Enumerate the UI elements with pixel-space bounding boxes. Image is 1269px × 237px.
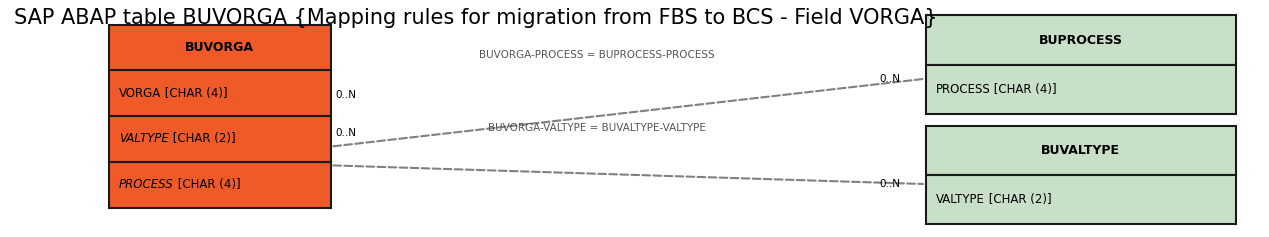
FancyBboxPatch shape [109,70,331,116]
Text: BUVALTYPE: BUVALTYPE [1042,144,1121,157]
FancyBboxPatch shape [109,25,331,70]
Text: VORGA: VORGA [119,87,161,100]
Text: 0..N: 0..N [336,128,357,137]
Text: BUPROCESS: BUPROCESS [1039,34,1123,46]
Text: 0..N: 0..N [879,74,901,84]
Text: SAP ABAP table BUVORGA {Mapping rules for migration from FBS to BCS - Field VORG: SAP ABAP table BUVORGA {Mapping rules fo… [14,9,938,28]
FancyBboxPatch shape [925,15,1236,65]
Text: 0..N: 0..N [336,90,357,100]
Text: VALTYPE: VALTYPE [935,193,985,206]
Text: [CHAR (2)]: [CHAR (2)] [985,193,1051,206]
FancyBboxPatch shape [925,65,1236,114]
Text: BUVORGA-VALTYPE = BUVALTYPE-VALTYPE: BUVORGA-VALTYPE = BUVALTYPE-VALTYPE [487,123,706,133]
FancyBboxPatch shape [109,162,331,208]
Text: [CHAR (4)]: [CHAR (4)] [161,87,228,100]
Text: PROCESS: PROCESS [119,178,174,191]
Text: [CHAR (4)]: [CHAR (4)] [991,83,1057,96]
Text: 0..N: 0..N [879,179,901,189]
Text: [CHAR (4)]: [CHAR (4)] [174,178,240,191]
FancyBboxPatch shape [925,175,1236,224]
Text: PROCESS: PROCESS [935,83,991,96]
Text: [CHAR (2)]: [CHAR (2)] [169,132,236,146]
Text: BUVORGA-PROCESS = BUPROCESS-PROCESS: BUVORGA-PROCESS = BUPROCESS-PROCESS [478,50,714,60]
Text: BUVORGA: BUVORGA [185,41,254,54]
FancyBboxPatch shape [925,126,1236,175]
FancyBboxPatch shape [109,116,331,162]
Text: VALTYPE: VALTYPE [119,132,169,146]
